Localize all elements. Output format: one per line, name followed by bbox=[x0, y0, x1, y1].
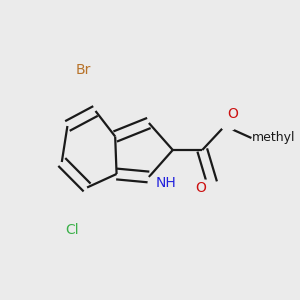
Text: methyl: methyl bbox=[251, 131, 295, 145]
Text: NH: NH bbox=[156, 176, 177, 190]
Text: Br: Br bbox=[75, 62, 91, 76]
Text: O: O bbox=[196, 181, 206, 194]
Text: Cl: Cl bbox=[65, 224, 78, 238]
Text: O: O bbox=[227, 107, 239, 122]
